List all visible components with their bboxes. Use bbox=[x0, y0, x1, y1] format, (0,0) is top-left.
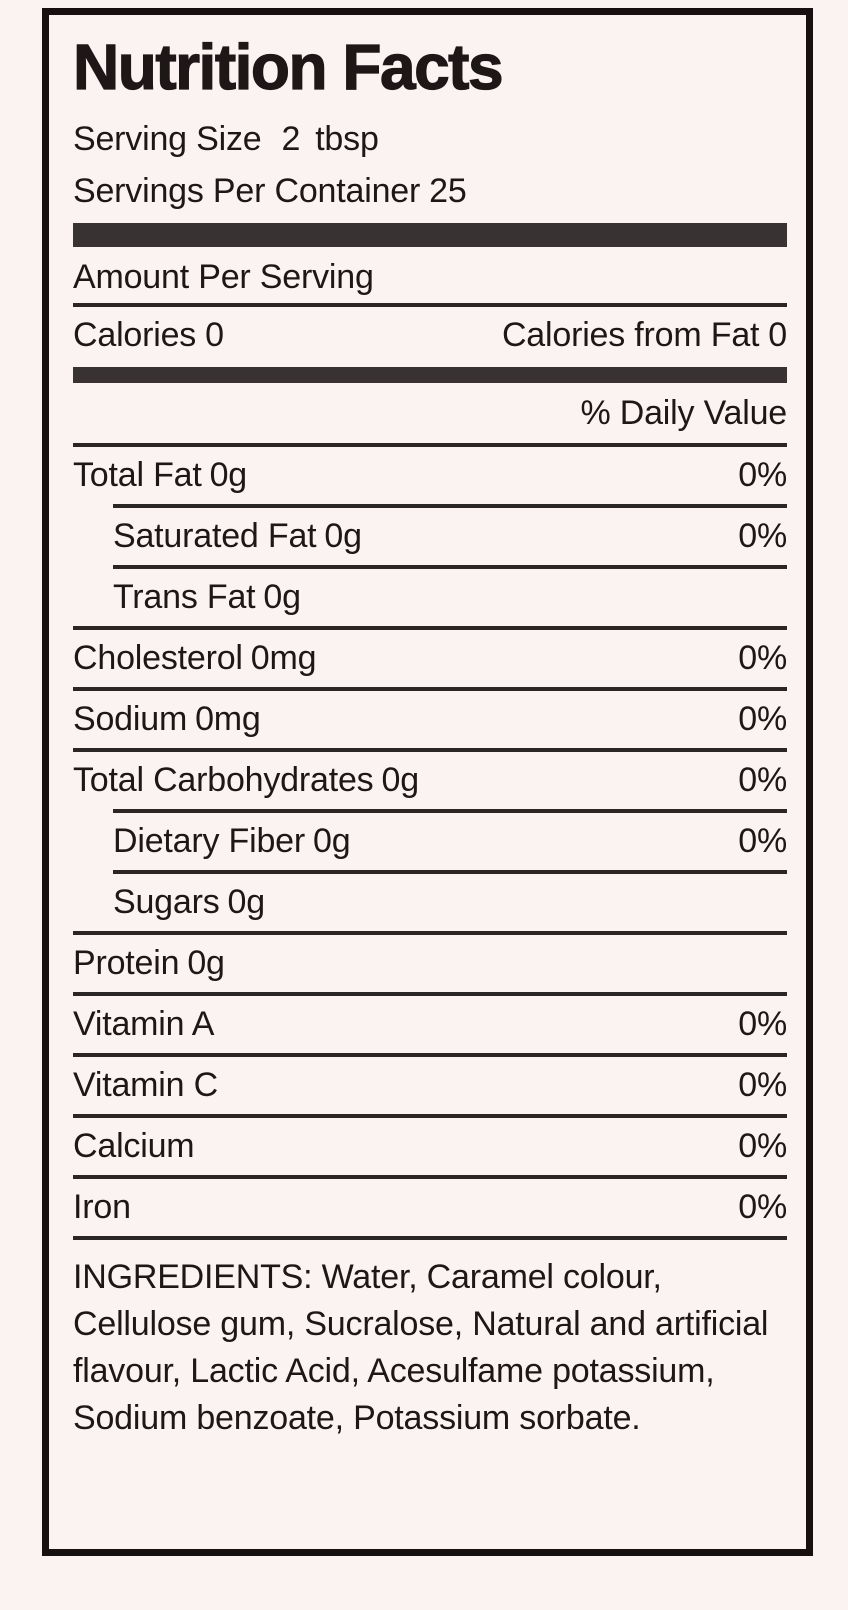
nutrient-name-cell: Sodium 0mg bbox=[73, 699, 261, 740]
ingredients-text: INGREDIENTS: Water, Caramel colour, Cell… bbox=[73, 1258, 769, 1437]
nutrient-dv: 0% bbox=[738, 1005, 787, 1043]
separator-bar-top bbox=[73, 223, 787, 247]
calories-from-fat-cell: Calories from Fat 0 bbox=[502, 309, 787, 361]
calories-label: Calories bbox=[73, 316, 197, 354]
rule-full bbox=[73, 626, 787, 630]
calories-from-fat-value: 0 bbox=[768, 316, 787, 354]
serving-size-unit: tbsp bbox=[315, 120, 379, 158]
servings-per-container-row: Servings Per Container 25 bbox=[73, 165, 787, 217]
rule-full bbox=[73, 1175, 787, 1179]
nutrient-name-cell: Dietary Fiber 0g bbox=[113, 821, 351, 862]
nutrient-amount: 0g bbox=[381, 761, 419, 799]
nutrient-amount: 0g bbox=[263, 578, 301, 616]
calories-value: 0 bbox=[205, 316, 224, 354]
nutrient-name-cell: Calcium bbox=[73, 1126, 195, 1167]
nutrient-row-vitamin-c: Vitamin C 0% bbox=[73, 1057, 787, 1114]
rule-full bbox=[73, 748, 787, 752]
rule-full bbox=[73, 687, 787, 691]
nutrient-amount: 0g bbox=[187, 944, 225, 982]
serving-size-label: Serving Size bbox=[73, 120, 262, 158]
nutrient-row-cholesterol: Cholesterol 0mg 0% bbox=[73, 630, 787, 687]
nutrient-row-total-fat: Total Fat 0g 0% bbox=[73, 447, 787, 504]
serving-size-row: Serving Size 2 tbsp bbox=[73, 113, 787, 165]
nutrient-row-saturated-fat: Saturated Fat 0g 0% bbox=[73, 508, 787, 565]
servings-per-container-label: Servings Per Container bbox=[73, 172, 421, 210]
rule-full bbox=[73, 1114, 787, 1118]
rule-indented bbox=[113, 504, 787, 508]
nutrient-name-cell: Saturated Fat 0g bbox=[113, 516, 362, 557]
nutrient-name-cell: Total Fat 0g bbox=[73, 455, 247, 496]
nutrient-name: Iron bbox=[73, 1188, 131, 1226]
nutrient-name-cell: Vitamin A bbox=[73, 1004, 214, 1045]
nutrient-amount: 0g bbox=[227, 883, 266, 921]
nutrient-dv: 0% bbox=[738, 700, 787, 738]
nutrient-name: Sodium bbox=[73, 700, 188, 738]
rule-under-amount-per-serving bbox=[73, 303, 787, 307]
nutrient-name: Total Fat bbox=[73, 456, 202, 494]
calories-cell: Calories 0 bbox=[73, 309, 224, 361]
nutrient-row-trans-fat: Trans Fat 0g bbox=[73, 569, 787, 626]
nutrient-row-protein: Protein 0g bbox=[73, 935, 787, 992]
nutrient-row-iron: Iron 0% bbox=[73, 1179, 787, 1236]
nutrient-dv: 0% bbox=[738, 822, 787, 860]
rule-indented bbox=[113, 870, 787, 874]
rule-indented bbox=[113, 809, 787, 813]
serving-size-value: 2 bbox=[281, 120, 301, 158]
nutrient-dv: 0% bbox=[738, 1188, 787, 1226]
nutrient-name: Saturated Fat bbox=[113, 517, 317, 555]
nutrient-amount: 0g bbox=[209, 456, 248, 494]
rule-under-daily-value bbox=[73, 443, 787, 447]
nutrient-dv: 0% bbox=[738, 1066, 787, 1104]
calories-from-fat-label: Calories from Fat bbox=[501, 316, 760, 354]
nutrient-row-calcium: Calcium 0% bbox=[73, 1118, 787, 1175]
nutrient-dv: 0% bbox=[738, 456, 787, 494]
nutrient-name-cell: Vitamin C bbox=[73, 1065, 218, 1106]
daily-value-header: % Daily Value bbox=[580, 394, 787, 432]
nutrient-name-cell: Iron bbox=[73, 1187, 131, 1228]
separator-bar-middle bbox=[73, 367, 787, 383]
nutrient-amount: 0g bbox=[313, 822, 351, 860]
nutrient-name-cell: Trans Fat 0g bbox=[113, 577, 301, 618]
nutrient-amount: 0mg bbox=[195, 700, 261, 738]
nutrient-row-dietary-fiber: Dietary Fiber 0g 0% bbox=[73, 813, 787, 870]
nutrient-name: Dietary Fiber bbox=[113, 822, 306, 860]
nutrient-name: Sugars bbox=[113, 883, 220, 921]
nutrient-dv: 0% bbox=[738, 639, 787, 677]
rule-full bbox=[73, 1236, 787, 1240]
nutrient-dv: 0% bbox=[738, 761, 787, 799]
nutrient-name: Trans Fat bbox=[113, 578, 256, 616]
nutrient-row-vitamin-a: Vitamin A 0% bbox=[73, 996, 787, 1053]
nutrient-name-cell: Cholesterol 0mg bbox=[73, 638, 317, 679]
nutrient-row-sodium: Sodium 0mg 0% bbox=[73, 691, 787, 748]
nutrient-row-total-carbohydrates: Total Carbohydrates 0g 0% bbox=[73, 752, 787, 809]
nutrient-name-cell: Sugars 0g bbox=[113, 882, 265, 923]
rule-full bbox=[73, 992, 787, 996]
nutrient-name: Vitamin A bbox=[73, 1005, 215, 1043]
rule-full bbox=[73, 1053, 787, 1057]
nutrient-name: Vitamin C bbox=[73, 1066, 218, 1104]
nutrient-name-cell: Total Carbohydrates 0g bbox=[73, 760, 419, 801]
servings-per-container-value: 25 bbox=[429, 172, 467, 210]
nutrient-name: Cholesterol bbox=[73, 639, 243, 677]
nutrient-name-cell: Protein 0g bbox=[73, 943, 225, 984]
nutrient-name: Calcium bbox=[73, 1127, 195, 1165]
nutrition-facts-label: Nutrition Facts Serving Size 2 tbsp Servin… bbox=[42, 8, 813, 1556]
nutrient-name: Total Carbohydrates bbox=[73, 761, 374, 799]
amount-per-serving-header: Amount Per Serving bbox=[73, 258, 374, 296]
label-title: Nutrition Facts bbox=[72, 31, 504, 103]
nutrient-amount: 0g bbox=[324, 517, 362, 555]
nutrient-dv: 0% bbox=[738, 1127, 787, 1165]
nutrient-name: Protein bbox=[73, 944, 180, 982]
nutrient-amount: 0mg bbox=[250, 639, 317, 677]
calories-row: Calories 0 Calories from Fat 0 bbox=[73, 307, 787, 363]
nutrient-dv: 0% bbox=[738, 517, 787, 555]
nutrient-row-sugars: Sugars 0g bbox=[73, 874, 787, 931]
rule-indented bbox=[113, 565, 787, 569]
rule-full bbox=[73, 931, 787, 935]
